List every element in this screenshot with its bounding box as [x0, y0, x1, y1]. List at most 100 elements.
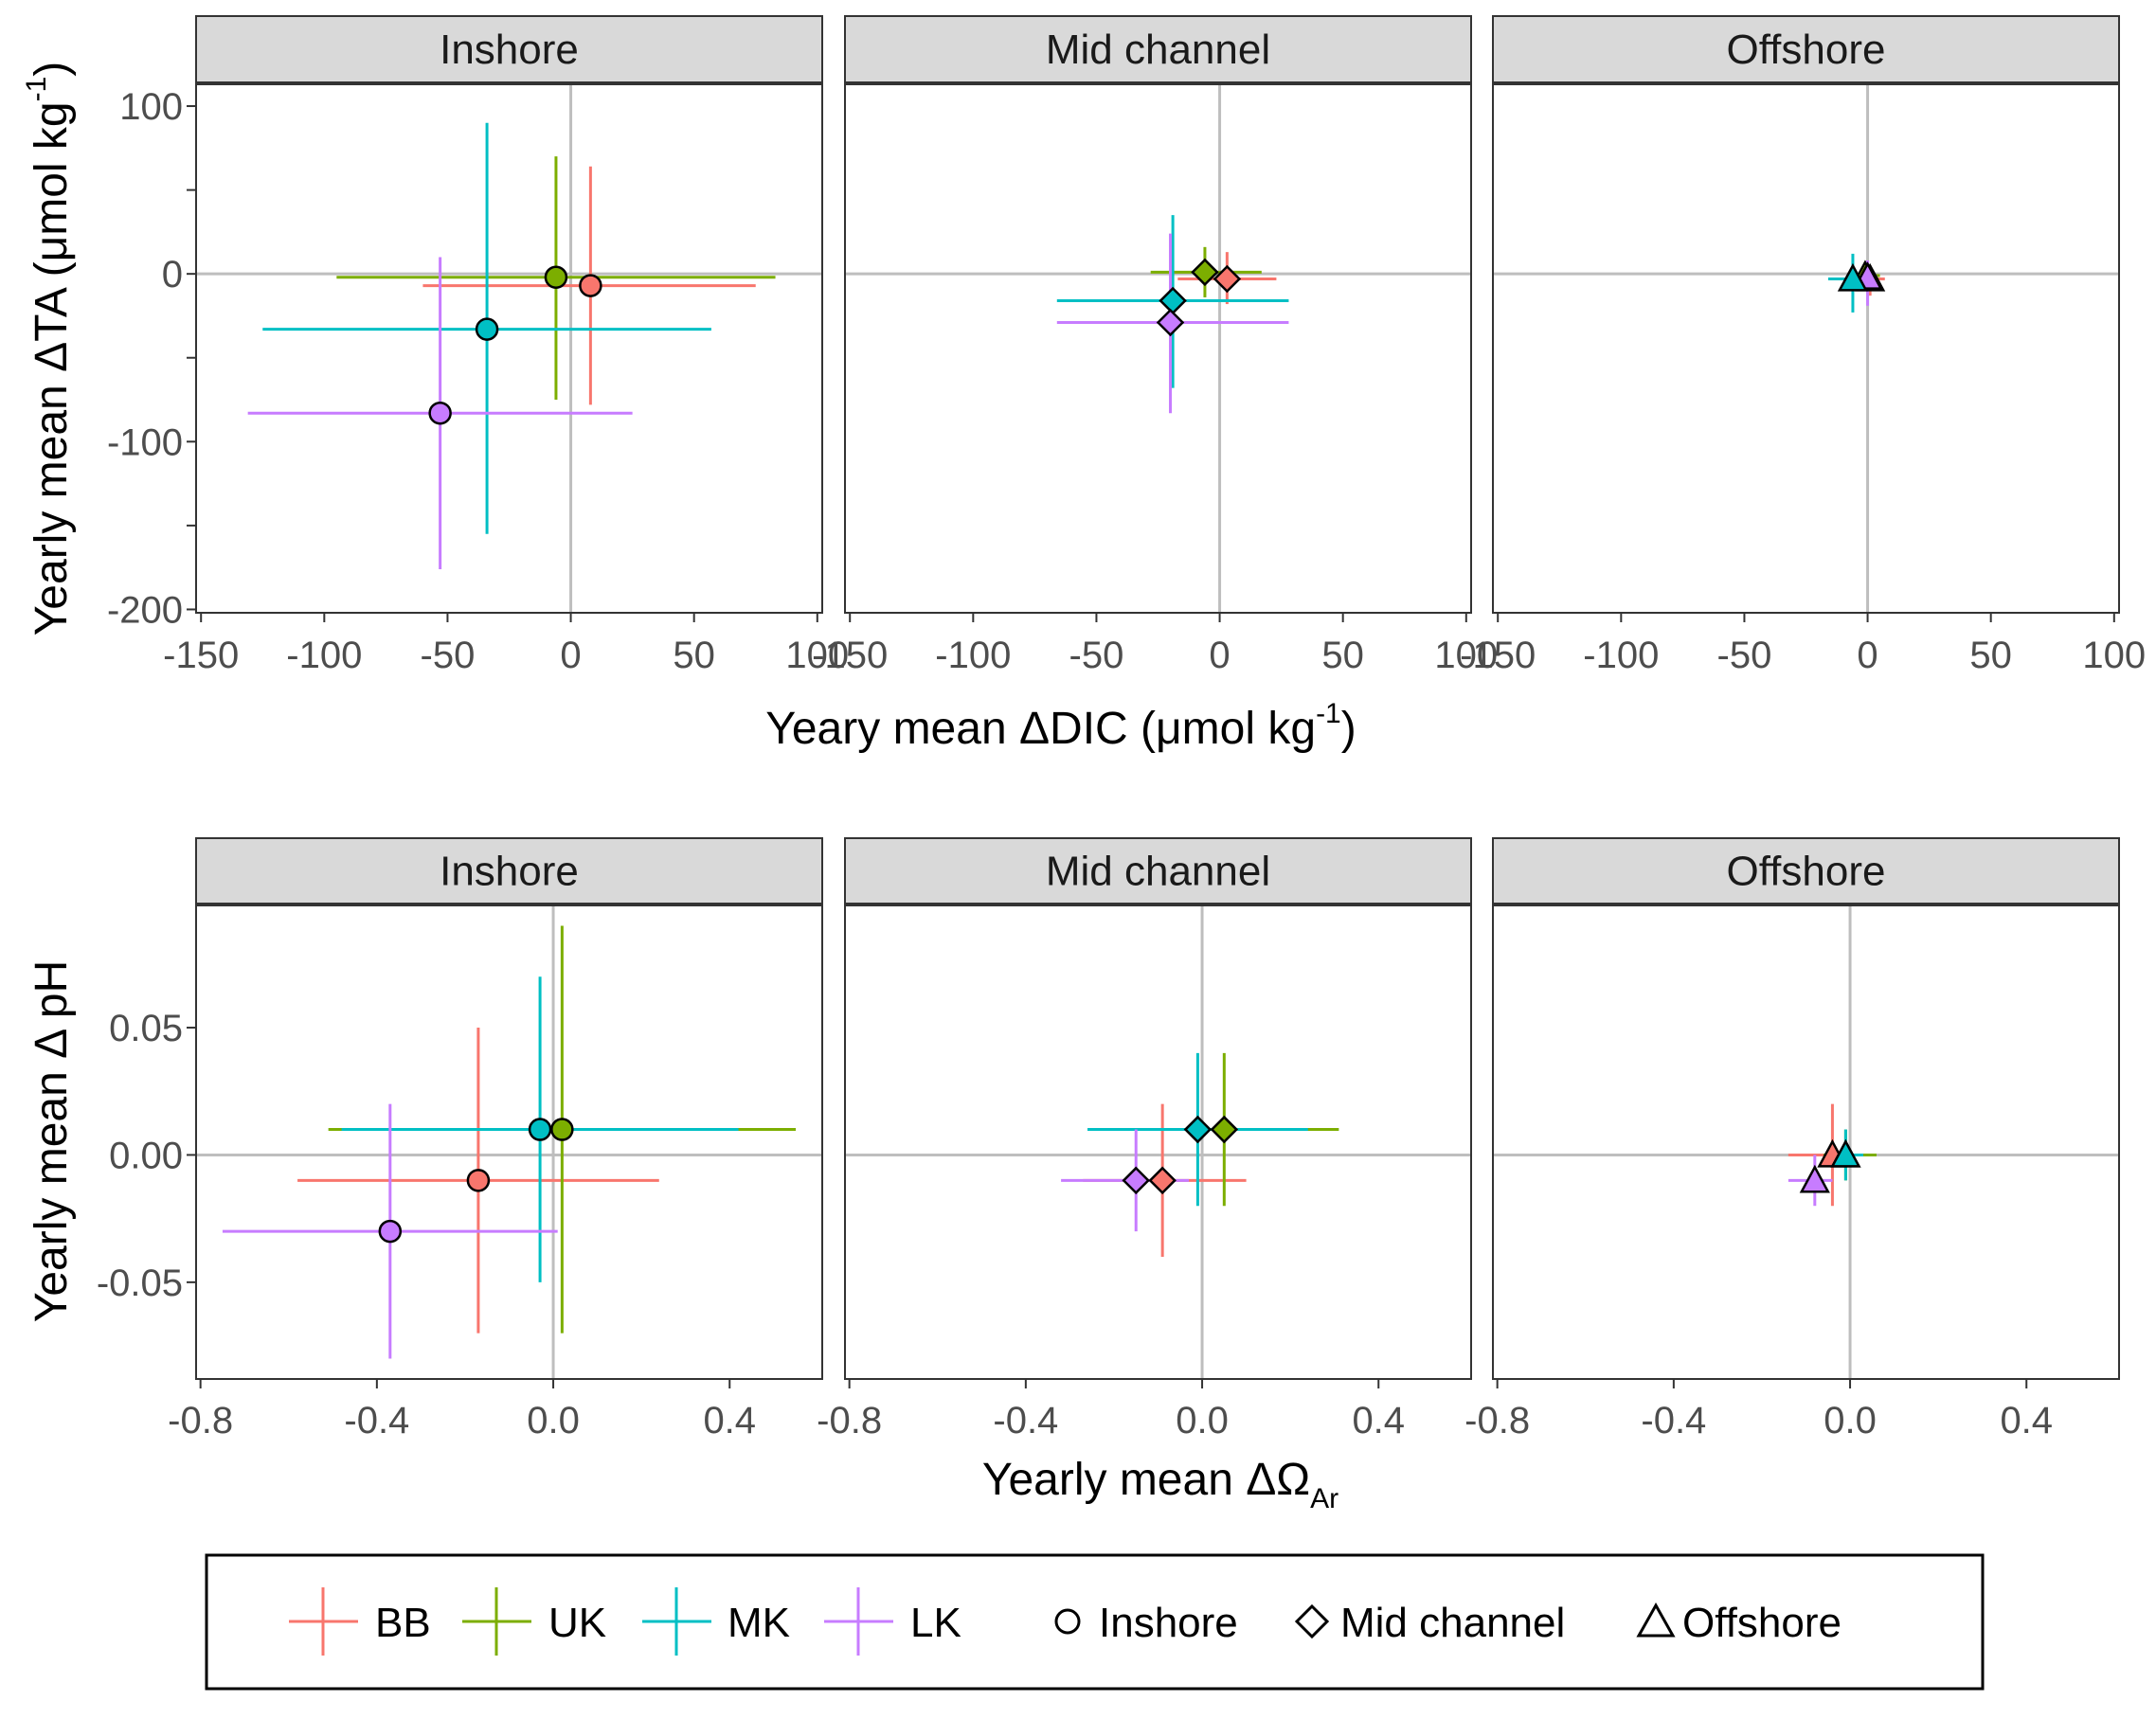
legend-item-lk: LK — [824, 1587, 961, 1656]
top-x-axis-title-sup: -1 — [1316, 698, 1341, 729]
point-uk — [1210, 1115, 1239, 1144]
legend-item-mid-channel: Mid channel — [1294, 1600, 1565, 1646]
panel-border-bottom-offshore — [1492, 904, 2120, 1380]
panel-border-top-inshore — [195, 83, 823, 614]
point-mk — [475, 317, 499, 341]
top-y-axis-title: Yearly mean ΔTA (μmol kg-1) — [21, 62, 77, 636]
x-tick-label-top-offshore: -50 — [1717, 635, 1772, 676]
y-tick-label-top-inshore: 0 — [162, 254, 183, 295]
legend-label-inshore: Inshore — [1099, 1600, 1238, 1646]
x-tick-label-bottom-mid-channel: -0.8 — [817, 1400, 882, 1441]
legend-label-lk: LK — [910, 1600, 961, 1646]
point-bb — [579, 274, 602, 297]
legend-label-mid-channel: Mid channel — [1340, 1600, 1565, 1646]
x-tick-label-top-offshore: -100 — [1583, 635, 1659, 676]
y-tick-label-top-inshore: -100 — [107, 421, 183, 463]
bottom-y-axis-title-main: Yearly mean Δ pH — [27, 960, 77, 1323]
legend-label-offshore: Offshore — [1682, 1600, 1842, 1646]
panel-border-top-mid-channel — [844, 83, 1472, 614]
point-bb — [466, 1169, 491, 1192]
legend-label-bb: BB — [375, 1600, 431, 1646]
x-tick-label-bottom-inshore: -0.4 — [344, 1400, 409, 1441]
facet-panels: Inshore-150 -100 -50 0 50 100-200-1000100Mid … — [97, 15, 2146, 1441]
strip-top-mid-channel — [844, 15, 1472, 83]
legend-item-offshore: Offshore — [1636, 1600, 1842, 1646]
strip-bottom-offshore — [1492, 837, 2120, 904]
point-lk — [428, 401, 452, 425]
bottom-x-axis-title-sub: Ar — [1310, 1483, 1339, 1514]
top-x-axis-title: Yeary mean ΔDIC (μmol kg-1) — [765, 698, 1356, 754]
facet-top-offshore: Offshore -150 -100 -50 0 50 100 — [1460, 15, 2146, 676]
point-lk — [1122, 1166, 1150, 1195]
x-tick-label-top-inshore: 0 — [560, 635, 581, 676]
x-tick-label-top-mid-channel: 50 — [1321, 635, 1364, 676]
point-mk — [528, 1118, 552, 1141]
legend-item-mk: MK — [642, 1587, 790, 1656]
x-tick-label-top-inshore: 50 — [673, 635, 715, 676]
y-tick-label-bottom-inshore: 0.00 — [109, 1135, 183, 1176]
bottom-y-axis-title: Yearly mean Δ pH — [27, 960, 77, 1323]
point-mk — [1837, 262, 1869, 292]
x-tick-label-top-inshore: -100 — [286, 635, 362, 676]
x-tick-label-top-mid-channel: -50 — [1069, 635, 1124, 676]
x-tick-label-bottom-mid-channel: 0.0 — [1176, 1400, 1229, 1441]
legend-item-uk: UK — [462, 1587, 606, 1656]
x-tick-label-bottom-offshore: 0.4 — [2000, 1400, 2053, 1441]
x-tick-label-bottom-offshore: -0.8 — [1464, 1400, 1530, 1441]
y-tick-label-top-inshore: 100 — [119, 86, 183, 128]
panel-bg-top-inshore — [196, 84, 822, 613]
point-lk — [378, 1219, 403, 1244]
x-tick-label-top-offshore: 0 — [1857, 635, 1878, 676]
legend-diamond-icon — [1294, 1603, 1330, 1639]
top-x-axis-title-end: ) — [1341, 704, 1356, 754]
strip-label-bottom-inshore: Inshore — [440, 849, 579, 895]
legend: BB UK MK LK Inshore Mid channel Offshore — [205, 1553, 1985, 1691]
facet-top-inshore: Inshore -150 -100 -50 0 50 100 -200 -100 0 100 — [107, 15, 849, 676]
x-tick-label-top-mid-channel: 0 — [1209, 635, 1230, 676]
panel-bg-bottom-inshore — [196, 905, 822, 1379]
panel-bg-top-offshore — [1493, 84, 2119, 613]
top-x-axis-title-main: Yeary mean ΔDIC (μmol kg — [765, 704, 1316, 754]
point-mk — [1183, 1115, 1213, 1144]
x-tick-label-bottom-inshore: 0.4 — [703, 1400, 756, 1441]
strip-label-bottom-mid-channel: Mid channel — [1046, 849, 1270, 895]
top-y-axis-title-end: ) — [27, 62, 77, 77]
legend-triangle-icon — [1636, 1602, 1676, 1638]
x-tick-label-top-mid-channel: 100 — [1434, 635, 1498, 676]
legend-item-bb: BB — [289, 1587, 431, 1656]
legend-label-uk: UK — [548, 1600, 606, 1646]
legend-label-mk: MK — [728, 1600, 790, 1646]
strip-label-top-inshore: Inshore — [440, 27, 579, 73]
bottom-x-axis-title: Yearly mean ΔΩAr — [982, 1455, 1339, 1514]
x-tick-label-bottom-mid-channel: 0.4 — [1352, 1400, 1405, 1441]
x-tick-label-top-mid-channel: -100 — [935, 635, 1011, 676]
bottom-x-axis-title-main: Yearly mean ΔΩ — [982, 1455, 1310, 1505]
y-tick-label-top-inshore: -200 — [107, 589, 183, 631]
point-lk — [1799, 1164, 1830, 1193]
point-uk — [1191, 258, 1219, 287]
strip-bottom-inshore — [195, 837, 823, 904]
top-y-axis-title-main: Yearly mean ΔTA (μmol kg — [27, 101, 77, 636]
panel-border-bottom-mid-channel — [844, 904, 1472, 1380]
x-tick-label-top-offshore: 50 — [1969, 635, 2012, 676]
y-tick-label-bottom-inshore: -0.05 — [97, 1262, 183, 1304]
panel-border-bottom-inshore — [195, 904, 823, 1380]
point-uk — [550, 1118, 574, 1141]
x-tick-label-bottom-inshore: 0.0 — [527, 1400, 580, 1441]
point-bb — [1148, 1166, 1177, 1195]
x-tick-label-top-inshore: -50 — [421, 635, 476, 676]
facet-top-mid-channel: Mid channel -150 -100 -50 0 50 100 — [812, 15, 1498, 676]
point-mk — [1830, 1138, 1861, 1168]
strip-label-top-mid-channel: Mid channel — [1046, 27, 1270, 73]
panel-border-top-offshore — [1492, 83, 2120, 614]
x-tick-label-top-inshore: 100 — [785, 635, 849, 676]
point-bb — [1213, 264, 1242, 294]
top-chart: Inshore -150 -100 -50 0 50 100 -200 -100 0 100 Mid … — [107, 15, 2146, 676]
strip-label-top-offshore: Offshore — [1727, 27, 1886, 73]
point-uk — [544, 265, 568, 289]
x-tick-label-top-inshore: -150 — [163, 635, 239, 676]
x-tick-label-bottom-inshore: -0.8 — [168, 1400, 233, 1441]
facet-bottom-inshore: Inshore -0.8 -0.4 0.0 0.4 -0.05 0.00 0.05 — [97, 837, 823, 1441]
strip-top-inshore — [195, 15, 823, 83]
panel-bg-bottom-mid-channel — [845, 905, 1471, 1379]
